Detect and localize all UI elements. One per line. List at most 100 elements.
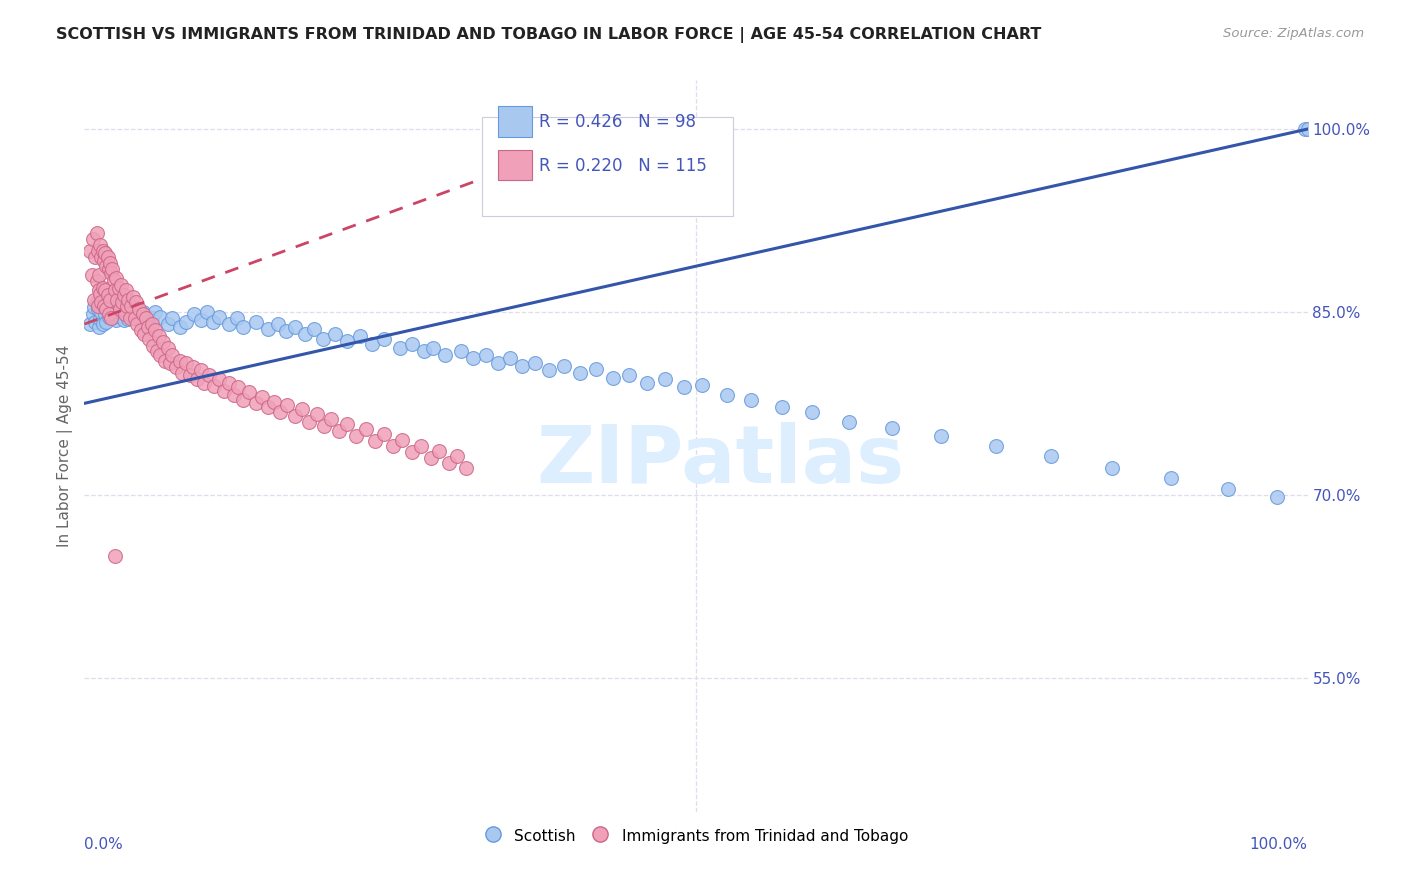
Point [364,434,387,449]
Point [90,250,112,264]
Point [83,293,105,307]
Point [388,342,411,356]
Point [84,250,107,264]
Point [617,368,640,383]
Point [305,407,328,421]
Point [232,319,254,334]
Point [79,244,101,258]
Point [142,339,165,353]
Point [474,348,496,362]
FancyBboxPatch shape [498,150,531,180]
Point [115,299,138,313]
Point [87,319,110,334]
Point [136,319,159,334]
Point [141,311,163,326]
Y-axis label: In Labor Force | Age 45-54: In Labor Force | Age 45-54 [58,345,73,547]
Text: Source: ZipAtlas.com: Source: ZipAtlas.com [1223,27,1364,40]
Point [212,384,235,399]
Point [294,326,316,341]
Point [93,253,115,268]
Point [568,366,591,380]
Point [98,307,121,321]
Point [510,359,533,373]
Point [129,323,152,337]
Point [94,307,117,321]
Point [87,302,110,317]
Point [90,295,112,310]
Point [202,379,225,393]
Point [1265,490,1288,504]
Point [245,315,267,329]
Point [450,343,472,358]
Point [97,288,120,302]
Point [740,392,762,407]
Point [91,244,114,258]
Point [284,319,307,334]
Point [87,283,110,297]
Point [156,342,179,356]
Point [134,326,156,341]
Point [344,429,367,443]
Point [716,388,738,402]
Point [250,390,273,404]
Point [89,238,111,252]
Point [97,307,120,321]
Point [104,305,127,319]
Point [228,380,250,394]
Point [80,268,103,283]
Point [801,405,824,419]
Point [169,319,191,334]
Point [125,317,148,331]
Point [336,417,359,431]
Text: R = 0.220   N = 115: R = 0.220 N = 115 [540,157,707,175]
Text: SCOTTISH VS IMMIGRANTS FROM TRINIDAD AND TOBAGO IN LABOR FORCE | AGE 45-54 CORRE: SCOTTISH VS IMMIGRANTS FROM TRINIDAD AND… [56,27,1042,43]
Point [381,439,404,453]
Point [125,307,148,321]
Point [98,256,121,270]
Point [135,311,157,326]
Point [87,299,110,313]
Point [172,366,194,380]
Point [107,309,129,323]
Point [276,398,298,412]
Point [636,376,658,390]
Point [257,400,280,414]
Point [463,351,485,366]
Point [149,348,172,362]
Point [523,356,546,370]
Point [226,311,249,326]
Point [179,368,201,383]
Point [312,332,335,346]
Point [195,305,218,319]
Point [101,262,124,277]
Point [984,439,1007,453]
Point [90,305,112,319]
Point [186,372,208,386]
Point [97,310,120,324]
Point [373,332,395,346]
Point [97,302,120,317]
Point [149,310,172,324]
Point [86,295,108,310]
Point [422,342,444,356]
Point [94,246,117,260]
Point [148,329,170,343]
Point [87,297,110,311]
Point [104,549,127,563]
Point [117,293,139,307]
Point [266,317,288,331]
Point [193,376,215,390]
Point [232,392,254,407]
Point [96,315,118,329]
Point [269,405,291,419]
Point [181,359,204,374]
Point [291,402,314,417]
Point [257,322,280,336]
Point [838,415,860,429]
Point [124,311,146,326]
Point [454,461,477,475]
Point [654,372,676,386]
Point [437,456,460,470]
Point [391,433,413,447]
Point [190,363,212,377]
